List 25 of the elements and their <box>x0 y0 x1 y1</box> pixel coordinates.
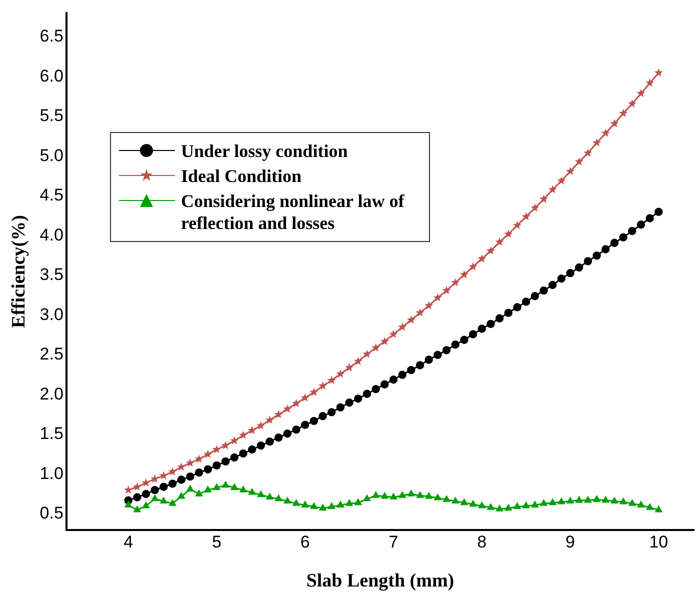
y-tick-label: 5.5 <box>40 106 64 126</box>
x-tick-label: 7 <box>388 532 398 552</box>
x-tick-label: 10 <box>649 532 668 552</box>
y-tick-label: 4.5 <box>40 186 64 205</box>
y-axis-title: Efficiency(%) <box>8 215 30 328</box>
y-tick-label: 1.5 <box>40 424 64 444</box>
y-tick-label: 2.5 <box>40 344 64 364</box>
y-tick-label: 2.0 <box>40 384 64 404</box>
x-tick-label: 8 <box>477 532 487 552</box>
x-tick-label: 6 <box>300 532 310 552</box>
legend-label: Under lossy condition <box>181 140 348 162</box>
y-tick-label: 6.5 <box>40 26 64 46</box>
x-tick-label: 9 <box>566 532 575 552</box>
y-tick-label: 1.0 <box>40 464 64 483</box>
y-tick-label: 5.0 <box>40 146 64 165</box>
y-tick-label: 6.0 <box>40 66 64 86</box>
y-tick-label: 3.0 <box>40 304 64 324</box>
y-tick-label: 0.5 <box>40 504 64 523</box>
y-tick-label: 4.0 <box>40 225 64 244</box>
legend-label: Ideal Condition <box>181 165 302 187</box>
y-tick-label: 3.5 <box>40 265 64 284</box>
legend-label: Considering nonlinear law of reflection and losses <box>181 190 406 234</box>
x-tick-label: 5 <box>212 532 222 552</box>
x-axis-title: Slab Length (mm) <box>306 570 454 592</box>
x-tick-label: 4 <box>124 532 134 552</box>
